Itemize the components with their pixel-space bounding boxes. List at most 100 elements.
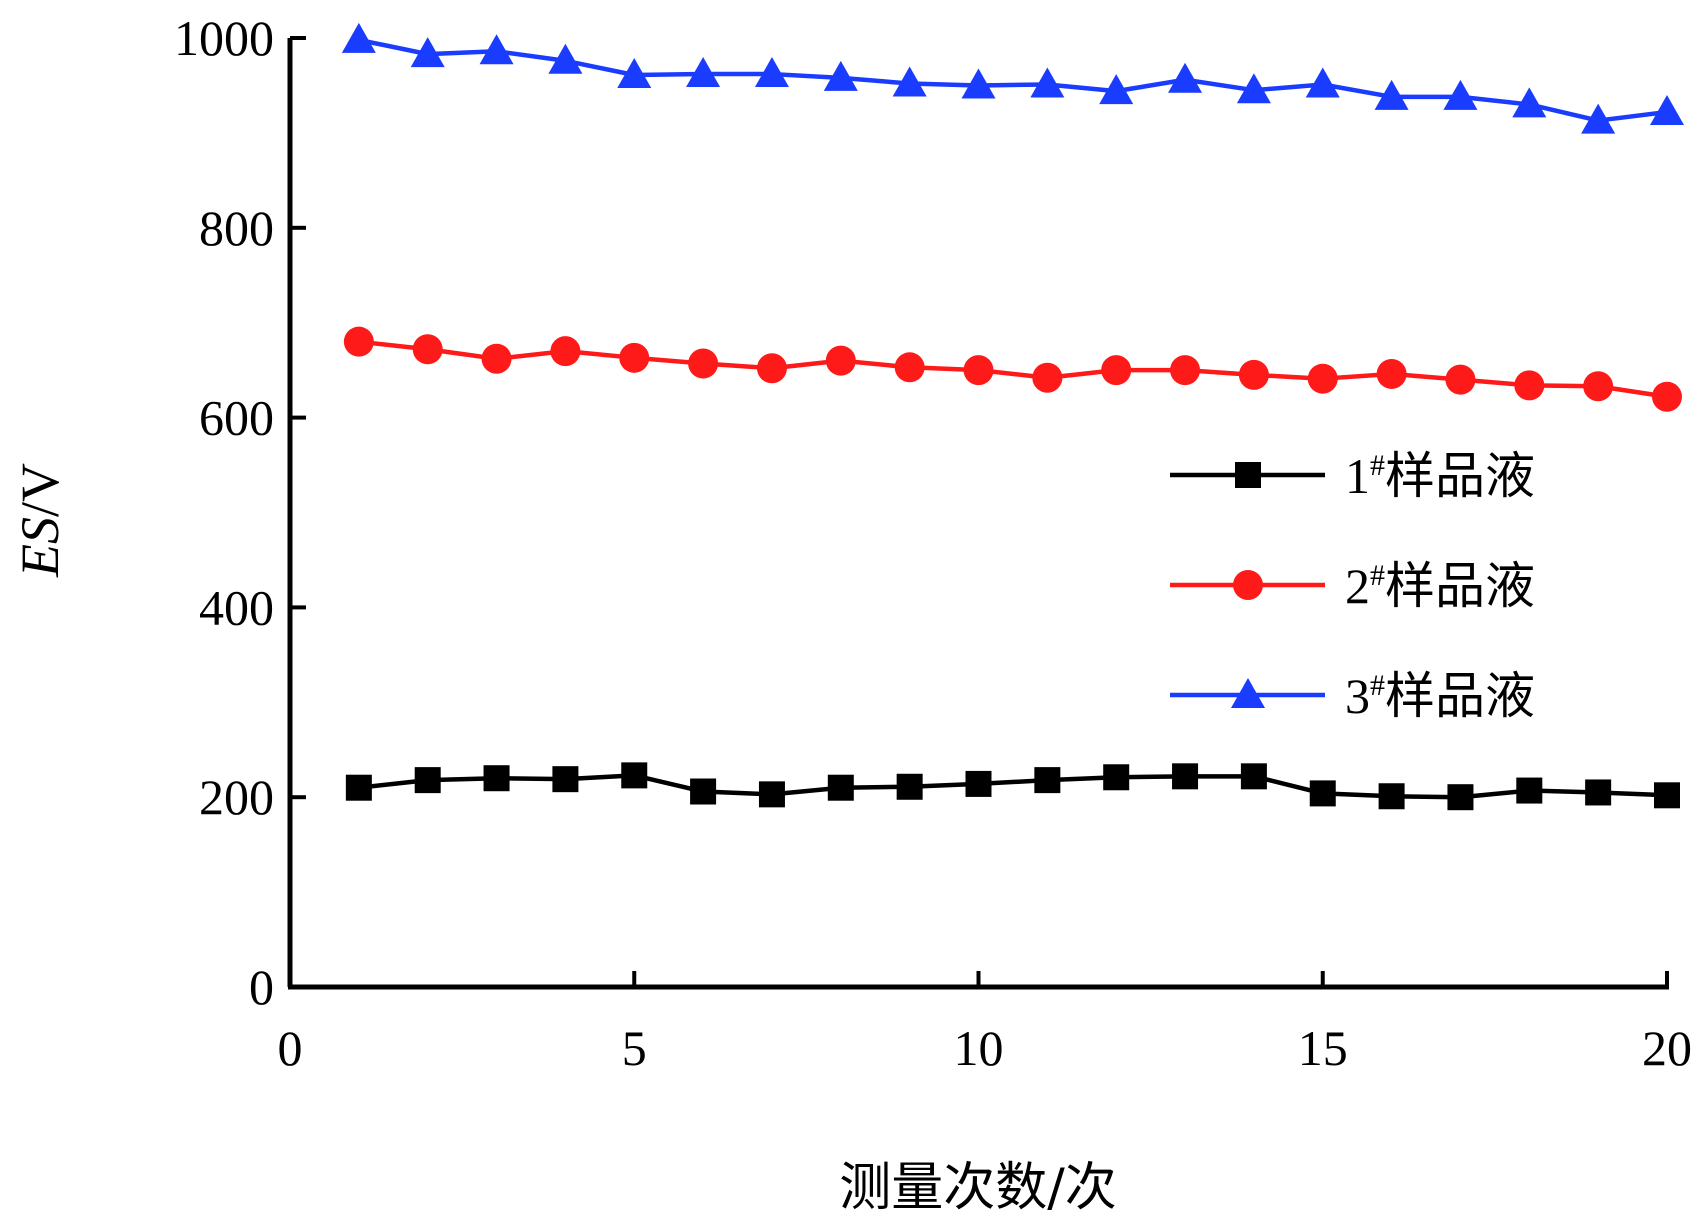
data-point <box>1030 67 1065 98</box>
data-point <box>1378 783 1405 810</box>
x-axis-title: 测量次数/次 <box>839 1158 1117 1218</box>
legend-label: 1#样品液 <box>1345 447 1535 505</box>
data-point <box>1654 782 1680 809</box>
legend-label-number: 1 <box>1345 448 1370 504</box>
x-tick-label: 0 <box>278 1020 303 1076</box>
y-tick-label: 1000 <box>174 10 274 66</box>
legend-marker <box>1233 570 1263 600</box>
data-point <box>1032 362 1063 393</box>
legend-label-sup: # <box>1370 559 1385 592</box>
x-tick-label: 15 <box>1298 1020 1348 1076</box>
data-point <box>965 770 992 797</box>
data-point <box>1099 74 1134 105</box>
data-point <box>550 336 581 367</box>
data-point <box>1236 73 1271 104</box>
data-point <box>1168 62 1203 93</box>
data-point <box>479 34 514 65</box>
data-point <box>1238 359 1269 390</box>
y-axis-ticks: 0 200 400 600 800 1000 <box>174 10 306 1015</box>
data-point <box>621 762 648 789</box>
x-tick-label: 5 <box>622 1020 647 1076</box>
data-point <box>1374 79 1409 110</box>
legend-label: 2#样品液 <box>1345 557 1535 615</box>
data-point <box>1514 370 1545 401</box>
y-tick-label: 0 <box>249 959 274 1015</box>
y-tick-label: 800 <box>199 200 274 256</box>
data-point <box>412 334 443 365</box>
legend-item-2: 2#样品液 <box>1170 557 1535 615</box>
data-point <box>345 774 372 801</box>
data-point <box>552 766 579 793</box>
data-point <box>483 765 510 792</box>
series-1 <box>345 762 1680 811</box>
data-point <box>825 345 856 376</box>
x-axis-ticks: 0 5 10 15 20 <box>278 971 1692 1076</box>
data-point <box>1034 767 1061 794</box>
data-point <box>619 342 650 373</box>
legend-label-text: 样品液 <box>1385 667 1535 725</box>
data-point <box>892 66 927 97</box>
data-point <box>756 353 787 384</box>
legend-label-sup: # <box>1370 669 1385 702</box>
data-point <box>823 60 858 91</box>
data-point <box>1583 371 1614 402</box>
axes <box>287 38 1669 990</box>
legend-item-1: 1#样品液 <box>1170 447 1535 505</box>
data-point <box>961 68 996 99</box>
data-point <box>1585 779 1612 806</box>
data-point <box>1101 355 1132 386</box>
legend-label: 3#样品液 <box>1345 667 1535 725</box>
legend-label-text: 样品液 <box>1385 557 1535 615</box>
legend-marker <box>1231 678 1265 708</box>
data-point <box>1650 95 1684 126</box>
data-point <box>1170 355 1201 386</box>
data-point <box>548 43 583 74</box>
data-point <box>896 773 923 800</box>
series-2 <box>343 326 1682 412</box>
legend-item-3: 3#样品液 <box>1170 667 1535 725</box>
data-point <box>1172 763 1199 790</box>
x-tick-label: 20 <box>1642 1020 1692 1076</box>
data-point <box>414 767 441 794</box>
data-point <box>686 57 721 88</box>
legend-label-text: 样品液 <box>1385 447 1535 505</box>
series-group <box>341 22 1684 811</box>
y-tick-label: 200 <box>199 769 274 825</box>
data-point <box>754 57 789 88</box>
data-point <box>1103 764 1130 791</box>
y-axis-title: ES/V <box>10 463 70 578</box>
data-point <box>894 352 925 383</box>
data-point <box>1652 381 1682 412</box>
data-point <box>341 22 376 53</box>
data-point <box>1443 79 1478 110</box>
data-point <box>1309 780 1336 807</box>
x-tick-label: 10 <box>954 1020 1004 1076</box>
data-point <box>1307 363 1338 394</box>
data-point <box>690 778 717 805</box>
series-line <box>358 37 1668 123</box>
legend-label-sup: # <box>1370 449 1385 482</box>
data-point <box>1512 87 1547 118</box>
data-point <box>1240 763 1267 790</box>
data-point <box>963 355 994 386</box>
data-point <box>1445 364 1476 395</box>
data-point <box>1376 358 1407 389</box>
series-3 <box>341 22 1684 134</box>
data-point <box>1305 67 1340 98</box>
data-point <box>1447 784 1474 811</box>
legend-marker <box>1235 462 1261 488</box>
legend-label-number: 2 <box>1345 558 1370 614</box>
data-point <box>1516 777 1543 804</box>
y-axis-title-unit: /V <box>10 463 70 517</box>
data-point <box>1581 103 1616 134</box>
data-point <box>410 37 445 68</box>
legend-label-number: 3 <box>1345 668 1370 724</box>
data-point <box>617 58 652 89</box>
y-tick-label: 600 <box>199 390 274 446</box>
data-point <box>827 774 854 801</box>
data-point <box>481 343 512 374</box>
data-point <box>758 781 785 808</box>
data-point <box>343 326 374 357</box>
